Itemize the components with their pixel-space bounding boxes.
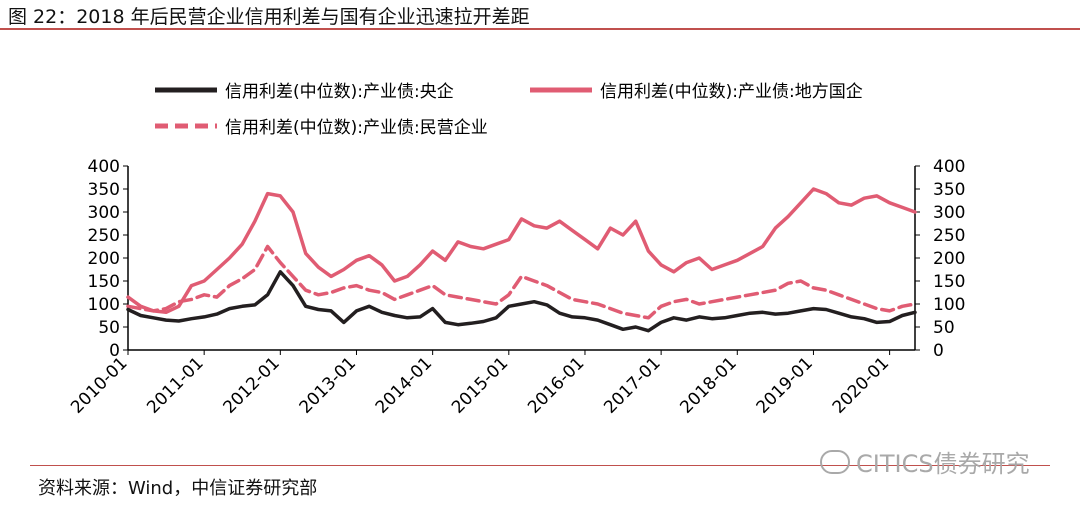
y-tick-label-right: 350 xyxy=(933,180,965,200)
y-tick-label-right: 400 xyxy=(933,157,965,177)
wechat-icon xyxy=(820,450,850,474)
y-tick-label-right: 150 xyxy=(933,272,965,292)
x-tick-label: 2010-01 xyxy=(67,353,131,417)
y-tick-label-left: 150 xyxy=(88,272,120,292)
chart-legend: 信用利差(中位数):产业债:央企 信用利差(中位数):产业债:地方国企信用利差(中… xyxy=(155,82,863,138)
series-line-1 xyxy=(126,270,917,333)
y-tick-label-right: 200 xyxy=(933,249,965,269)
line-chart: 信用利差(中位数):产业债:央企 信用利差(中位数):产业债:地方国企信用利差(中… xyxy=(67,82,965,418)
title-divider xyxy=(0,28,1080,30)
series-line-3 xyxy=(126,244,917,320)
y-tick-label-left: 250 xyxy=(88,226,120,246)
legend-label-3: 信用利差(中位数):产业债:民营企业 xyxy=(225,118,488,138)
y-tick-label-left: 200 xyxy=(88,249,120,269)
watermark-label: CITICS债券研究 xyxy=(856,450,1030,478)
x-tick-label: 2018-01 xyxy=(676,353,740,417)
x-tick-label: 2015-01 xyxy=(448,353,512,417)
y-tick-label-left: 400 xyxy=(88,157,120,177)
y-tick-label-left: 300 xyxy=(88,203,120,223)
y-tick-label-right: 250 xyxy=(933,226,965,246)
y-tick-label-left: 50 xyxy=(98,318,120,338)
x-tick-label: 2013-01 xyxy=(296,353,360,417)
y-tick-label-left: 100 xyxy=(88,295,120,315)
x-tick-label: 2016-01 xyxy=(524,353,588,417)
y-tick-label-left: 0 xyxy=(109,341,120,361)
x-tick-label: 2011-01 xyxy=(143,353,207,417)
y-tick-label-right: 50 xyxy=(933,318,955,338)
source-note: 资料来源：Wind，中信证券研究部 xyxy=(38,478,318,499)
x-tick-label: 2020-01 xyxy=(829,353,893,417)
y-tick-label-right: 100 xyxy=(933,295,965,315)
x-tick-label: 2014-01 xyxy=(372,353,436,417)
figure-title: 图 22：2018 年后民营企业信用利差与国有企业迅速拉开差距 xyxy=(8,6,530,28)
chart-series xyxy=(126,187,917,333)
x-tick-label: 2012-01 xyxy=(219,353,283,417)
watermark: CITICS债券研究 xyxy=(820,444,1030,479)
series-line-2 xyxy=(126,187,917,315)
legend-label-1: 信用利差(中位数):产业债:央企 xyxy=(225,82,454,102)
x-tick-label: 2017-01 xyxy=(600,353,664,417)
x-tick-label: 2019-01 xyxy=(753,353,817,417)
y-tick-label-right: 0 xyxy=(933,341,944,361)
source-divider xyxy=(30,465,1050,466)
y-tick-label-left: 350 xyxy=(88,180,120,200)
legend-label-2: 信用利差(中位数):产业债:地方国企 xyxy=(600,82,863,102)
y-tick-label-right: 300 xyxy=(933,203,965,223)
